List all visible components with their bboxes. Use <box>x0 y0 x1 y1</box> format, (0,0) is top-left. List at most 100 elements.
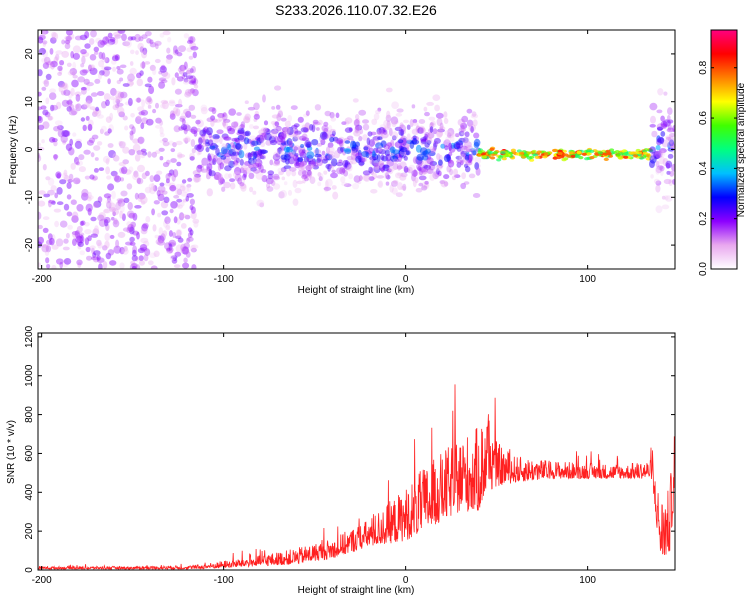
spectrogram-cell <box>186 185 192 193</box>
spectrogram-cell <box>179 117 185 122</box>
spectrogram-cell <box>649 155 657 164</box>
spectrogram-cell <box>383 144 390 150</box>
spectrogram-cell <box>283 126 291 135</box>
spectrogram-cell <box>119 262 125 269</box>
spectrogram-cell <box>98 167 105 172</box>
spectrogram-cell <box>108 124 114 133</box>
spectrogram-cell <box>94 78 101 84</box>
spectrogram-cell <box>180 183 185 188</box>
spectrogram-cell <box>154 150 161 155</box>
spectrogram-cell <box>372 162 379 167</box>
spectrogram-cell <box>47 233 53 241</box>
spectrogram-cell <box>184 136 191 142</box>
spectrogram-cell <box>665 162 671 169</box>
spectrogram-cell <box>403 168 411 173</box>
spectrogram-cell <box>311 158 317 167</box>
spectrogram-cell <box>80 86 87 91</box>
spectrogram-cell <box>107 249 115 256</box>
spectrogram-cell <box>244 130 251 137</box>
spectrogram-cell <box>233 125 242 131</box>
spectrogram-cell <box>161 70 169 77</box>
spectrogram-cell <box>377 160 385 166</box>
spectrogram-cell <box>420 127 425 134</box>
spectrogram-cell <box>69 138 74 146</box>
spectrogram-cell <box>260 154 266 160</box>
spectrogram-cell <box>661 195 666 200</box>
spectrogram-cell <box>424 133 429 141</box>
spectrogram-cell <box>47 177 55 186</box>
spectrogram-cell <box>219 176 224 183</box>
spectrogram-cell <box>668 139 675 147</box>
spectrogram-cell <box>347 135 354 140</box>
spectrogram-cell <box>90 92 98 97</box>
spectrogram-cell <box>279 189 287 199</box>
spectrogram-cell <box>297 116 304 123</box>
spectrogram-cell <box>449 168 454 176</box>
spectrogram-cell <box>655 180 662 186</box>
spectrogram-cell <box>89 54 97 61</box>
spectrogram-cell <box>377 129 385 135</box>
spectrogram-cell <box>293 145 298 154</box>
spectrogram-cell <box>111 190 116 200</box>
spectrogram-cell <box>432 140 439 148</box>
spectrogram-cell <box>437 128 445 133</box>
spectrogram-cell <box>589 149 595 153</box>
spectrogram-cell <box>330 172 338 179</box>
spectrogram-cell <box>140 200 146 205</box>
spectrogram-cell <box>126 210 135 218</box>
spectrogram-cell <box>223 118 231 123</box>
spectrogram-cell <box>113 31 121 37</box>
spectrogram-cell <box>112 53 119 59</box>
spectrogram-cell <box>137 114 142 119</box>
spectrogram-cell <box>50 37 57 44</box>
snr-x-tick-label: -100 <box>214 575 234 586</box>
spectrogram-cell <box>68 147 75 156</box>
spectrogram-cell <box>99 70 105 76</box>
spectrogram-cell <box>384 149 391 157</box>
spectrogram-cell <box>468 124 476 132</box>
spectrogram-cell <box>272 175 281 181</box>
spectrogram-cell <box>411 122 419 126</box>
spectrogram-cell <box>208 132 213 139</box>
spectrogram-cell <box>297 145 306 154</box>
spectrogram-cell <box>100 56 108 63</box>
spectrogram-cell <box>103 93 111 101</box>
spectrogram-cell <box>363 146 369 151</box>
spectrogram-cell <box>278 132 282 138</box>
spectrogram-cell <box>70 177 76 182</box>
spectrogram-cell <box>119 91 128 99</box>
spectrogram-cell <box>196 147 201 156</box>
spectrogram-cell <box>283 165 292 170</box>
spectrogram-cell <box>416 153 425 161</box>
spectrogram-cell <box>375 147 383 154</box>
spectrogram-cell <box>400 128 405 137</box>
spectrogram-y-tick-label: 20 <box>24 48 35 60</box>
spectrogram-cell <box>159 78 165 84</box>
spectrogram-cell <box>260 141 266 148</box>
spectrogram-cell <box>206 117 214 122</box>
spectrogram-cell <box>377 181 383 188</box>
spectrogram-cell <box>306 151 315 159</box>
spectrogram-cell <box>92 111 98 117</box>
spectrogram-cell <box>333 136 338 144</box>
spectrogram-cell <box>447 130 454 139</box>
spectrogram-cell <box>274 126 282 132</box>
spectrogram-cell <box>101 52 106 60</box>
spectrogram-cell <box>55 53 60 61</box>
spectrogram-cell <box>206 163 213 172</box>
spectrogram-cell <box>455 133 460 138</box>
spectrogram-cell <box>266 182 271 189</box>
spectrogram-cell <box>209 145 216 150</box>
spectrogram-cell <box>433 137 441 144</box>
spectrogram-cell <box>259 155 265 160</box>
spectrogram-cell <box>168 99 176 104</box>
spectrogram-cell <box>152 68 157 76</box>
spectrogram-cell <box>228 173 232 179</box>
spectrogram-cell <box>119 204 125 213</box>
spectrogram-cell <box>149 64 156 71</box>
spectrogram-cell <box>248 172 255 179</box>
spectrogram-cell <box>338 169 347 174</box>
spectrogram-y-tick-label: 10 <box>24 96 35 108</box>
spectrogram-cell <box>666 127 675 133</box>
spectrogram-cell <box>63 169 68 176</box>
